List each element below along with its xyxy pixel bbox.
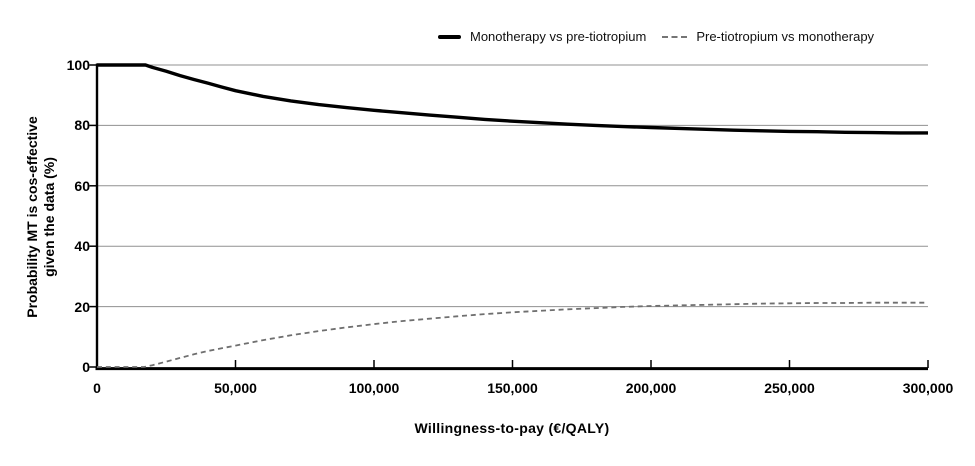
y-axis-title: Probability MT is cos-effective given th… xyxy=(24,116,58,318)
solid-line-sample-icon xyxy=(438,34,461,39)
series-curve-0 xyxy=(97,63,928,135)
x-tick-label: 150,000 xyxy=(487,380,538,396)
chart-legend: Monotherapy vs pre-tiotropium Pre-tiotro… xyxy=(438,29,874,44)
legend-label-pretiotropium: Pre-tiotropium vs monotherapy xyxy=(696,29,875,44)
x-tick-label: 200,000 xyxy=(625,380,677,396)
x-tick-label: 250,000 xyxy=(764,380,815,396)
y-tick-label: 60 xyxy=(74,177,90,194)
x-tick-label: 0 xyxy=(93,380,101,396)
x-tick-label: 300,000 xyxy=(902,380,954,396)
x-tick-label: 50,000 xyxy=(214,380,257,396)
legend-item-pretiotropium: Pre-tiotropium vs monotherapy xyxy=(662,29,874,44)
y-tick-label: 40 xyxy=(74,238,90,255)
y-tick-label: 20 xyxy=(74,298,90,315)
dashed-line-sample-icon xyxy=(662,35,688,38)
y-axis-title-line2: given the data (%) xyxy=(41,157,57,277)
x-tick-label: 100,000 xyxy=(348,380,400,396)
series-curve-1 xyxy=(97,301,928,368)
y-tick-label: 80 xyxy=(74,117,90,134)
y-tick-label: 100 xyxy=(66,57,90,73)
legend-label-monotherapy: Monotherapy vs pre-tiotropium xyxy=(470,29,647,44)
x-axis-title: Willingness-to-pay (€/QALY) xyxy=(414,420,610,436)
legend-item-monotherapy: Monotherapy vs pre-tiotropium xyxy=(438,29,646,44)
y-tick-label: 0 xyxy=(82,359,90,375)
y-axis-title-line1: Probability MT is cos-effective xyxy=(24,116,40,318)
